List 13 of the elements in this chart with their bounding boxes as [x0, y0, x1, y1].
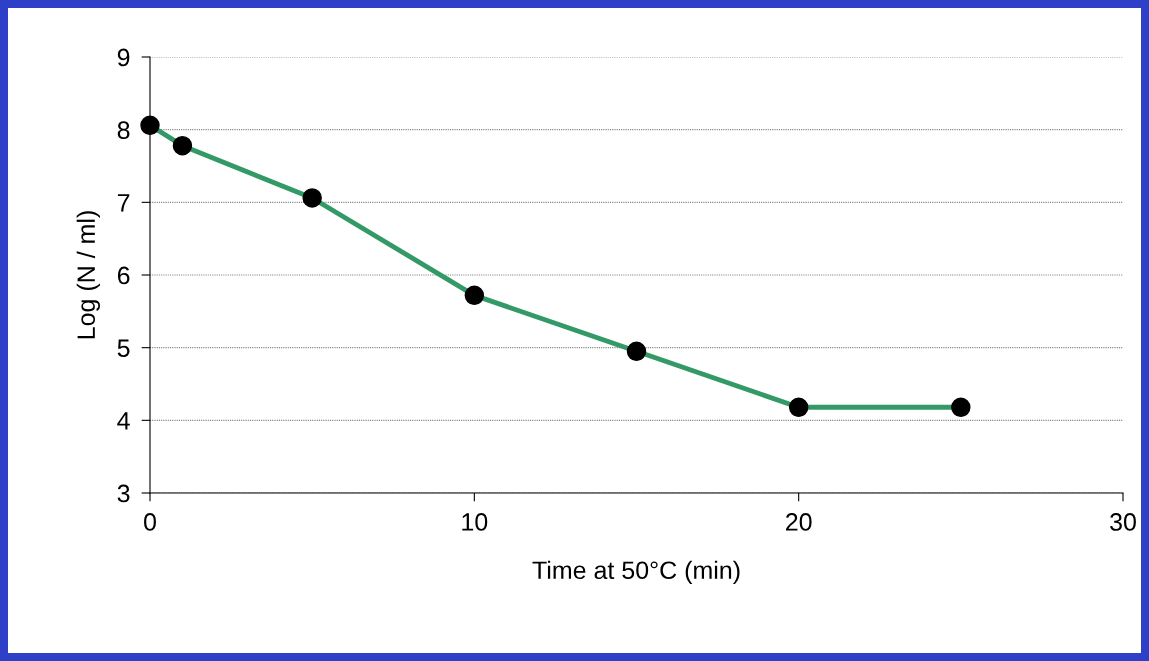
x-tick-label: 20 [786, 513, 812, 531]
y-tick-label: 3 [117, 484, 130, 503]
x-tick-label: 30 [1110, 513, 1136, 531]
y-tick-label: 8 [117, 121, 130, 139]
x-axis-title: Time at 50°C (min) [532, 560, 740, 585]
y-tick-label: 9 [117, 48, 130, 67]
y-axis-title: Log (N / ml) [76, 211, 100, 339]
y-tick-label: 7 [117, 194, 130, 212]
x-tick-label: 10 [462, 513, 488, 531]
x-tick-label: 0 [144, 513, 156, 531]
y-tick-label: 6 [117, 266, 130, 285]
y-tick-label: 5 [117, 339, 130, 357]
y-tick-label: 4 [117, 412, 130, 430]
